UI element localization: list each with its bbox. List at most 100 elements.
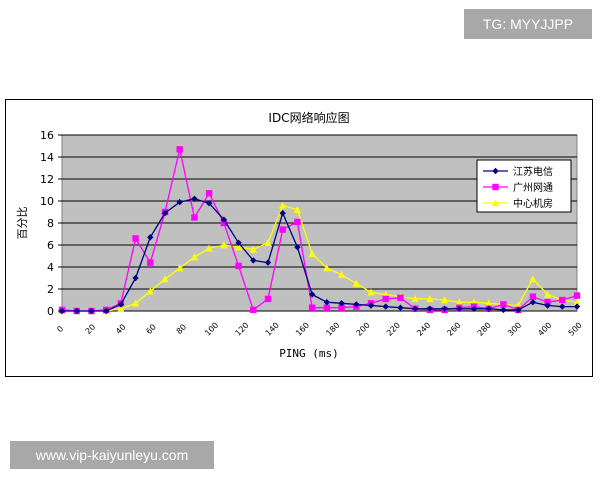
data-point [220,241,228,249]
data-point [397,304,404,311]
data-point [367,302,375,309]
data-point [308,250,316,257]
x-axis-ticks: 0 20 40 60 80 100 120 140 160 180 200 220 240 260 280 3… [55,321,584,338]
data-point [426,295,434,303]
data-point [323,299,331,306]
y-tick-label: 2 [47,283,54,296]
x-tick-label: 120 [233,321,250,338]
data-point [492,167,499,175]
data-point [205,200,213,207]
data-point [102,307,110,315]
data-point [205,190,213,197]
data-point [470,305,478,312]
data-point [235,262,242,270]
data-point [294,218,301,226]
data-point [323,304,331,311]
data-point [161,275,169,283]
site-watermark: www.vip-kaiyunleyu.com [10,441,214,469]
data-point [191,195,198,202]
telegram-watermark: TG: MYYJJPP [464,9,592,39]
data-point [573,292,581,299]
data-point [131,299,140,307]
data-point [220,216,228,223]
data-point [293,206,302,213]
data-point [250,257,257,264]
data-point [58,307,66,315]
data-point [176,146,183,153]
y-tick-label: 12 [40,173,54,186]
legend-label: 广州网通 [513,182,553,194]
x-tick-label: 280 [476,321,493,338]
data-point [382,295,389,303]
data-point [573,303,581,310]
data-point [132,235,139,242]
y-tick-label: 14 [40,151,54,164]
data-point [264,259,272,266]
data-point [117,301,125,308]
data-point [176,264,184,272]
data-point [338,300,345,307]
x-tick-label: 160 [294,321,311,338]
x-tick-label: 0 [55,324,65,334]
y-tick-label: 10 [40,195,54,208]
data-point [132,274,139,282]
data-point [249,245,257,253]
legend-label: 中心机房 [513,197,553,210]
x-tick-label: 240 [415,321,432,338]
data-point [235,239,242,246]
data-point [308,304,316,311]
y-axis-label: 百分比 [16,207,29,240]
data-point [73,307,80,315]
data-point [308,291,316,298]
data-point [573,298,581,306]
x-axis-label: PING (ms) [279,347,339,360]
data-point [337,270,346,278]
data-point [176,198,183,206]
data-point [544,299,551,306]
series-diamond [58,195,581,315]
x-tick-label: 20 [84,322,98,336]
data-point [146,287,154,295]
data-point [250,306,257,314]
data-point [191,214,198,221]
data-point [426,305,434,312]
data-point [264,295,272,303]
data-point [338,304,345,311]
data-point [279,209,286,217]
data-point [147,234,154,241]
data-point [234,243,243,251]
data-point [559,296,566,304]
x-tick-label: 80 [175,322,189,336]
data-point [529,293,537,300]
series-triangle [58,201,581,315]
data-point [190,253,199,261]
data-point [543,290,552,298]
data-point [147,259,154,266]
data-point [456,305,463,312]
data-point [411,295,419,303]
data-point [485,299,493,307]
data-point [544,302,551,309]
x-tick-label: 40 [114,322,128,336]
y-tick-label: 16 [40,129,54,142]
legend-label: 江苏电信 [513,165,553,178]
data-point [491,199,500,207]
data-point [485,305,492,312]
data-point [117,305,125,312]
data-point [397,294,404,301]
data-point [500,301,507,308]
data-point [264,239,272,246]
data-point [529,299,537,306]
x-tick-label: 200 [355,321,372,338]
data-point [492,183,499,191]
data-point [529,275,537,283]
data-point [514,306,522,314]
y-tick-label: 6 [47,239,54,252]
x-tick-label: 100 [203,321,220,338]
y-tick-label: 8 [47,217,54,230]
x-tick-label: 60 [144,322,158,336]
data-point [411,305,419,312]
y-tick-label: 0 [47,305,54,318]
